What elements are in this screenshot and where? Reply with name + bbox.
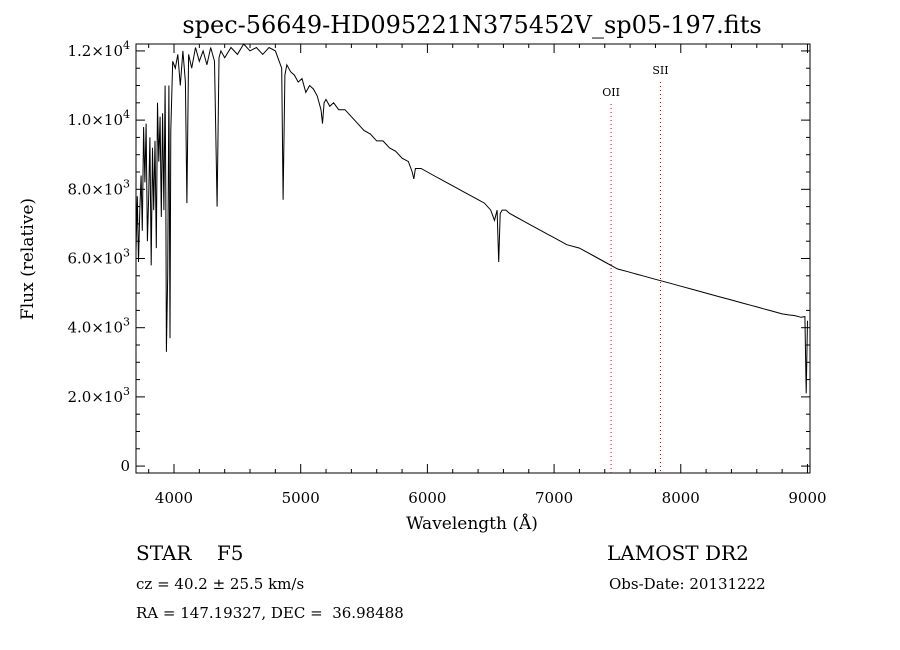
- redshift-velocity: cz = 40.2 ± 25.5 km/s: [136, 575, 305, 593]
- survey-name: LAMOST DR2: [607, 541, 749, 565]
- object-type: STAR F5: [136, 541, 244, 565]
- x-tick-label: 8000: [662, 489, 700, 507]
- x-tick-label: 4000: [155, 489, 193, 507]
- y-axis-label: Flux (relative): [18, 198, 38, 320]
- marker-label: SII: [652, 64, 668, 77]
- spectrum-line: [135, 43, 808, 394]
- emission-line-markers: OII SII: [602, 64, 669, 473]
- chart-title: spec-56649-HD095221N375452V_sp05-197.fit…: [182, 11, 761, 39]
- y-tick-label: 8.0×103: [67, 177, 130, 198]
- coordinates: RA = 147.19327, DEC = 36.98488: [136, 604, 404, 622]
- x-tick-label: 5000: [282, 489, 320, 507]
- x-tick-label: 7000: [535, 489, 573, 507]
- x-axis-label: Wavelength (Å): [406, 513, 538, 534]
- y-tick-label: 1.0×104: [67, 108, 130, 129]
- y-tick-label: 6.0×103: [67, 247, 130, 268]
- marker-label: OII: [602, 86, 620, 99]
- x-tick-label: 9000: [788, 489, 826, 507]
- y-axis: 0 2.0×103 4.0×103 6.0×103 8.0×103 1.0×104 1.2×…: [67, 39, 810, 475]
- x-axis: 4000 5000 6000 7000 8000 9000: [148, 44, 827, 507]
- plot-frame: [135, 43, 811, 474]
- observation-date: Obs-Date: 20131222: [609, 575, 766, 593]
- y-tick-label: 4.0×103: [67, 316, 130, 337]
- y-tick-label: 1.2×104: [67, 39, 130, 60]
- x-tick-label: 6000: [408, 489, 446, 507]
- y-tick-label: 2.0×103: [67, 385, 130, 406]
- y-tick-label: 0: [120, 457, 130, 475]
